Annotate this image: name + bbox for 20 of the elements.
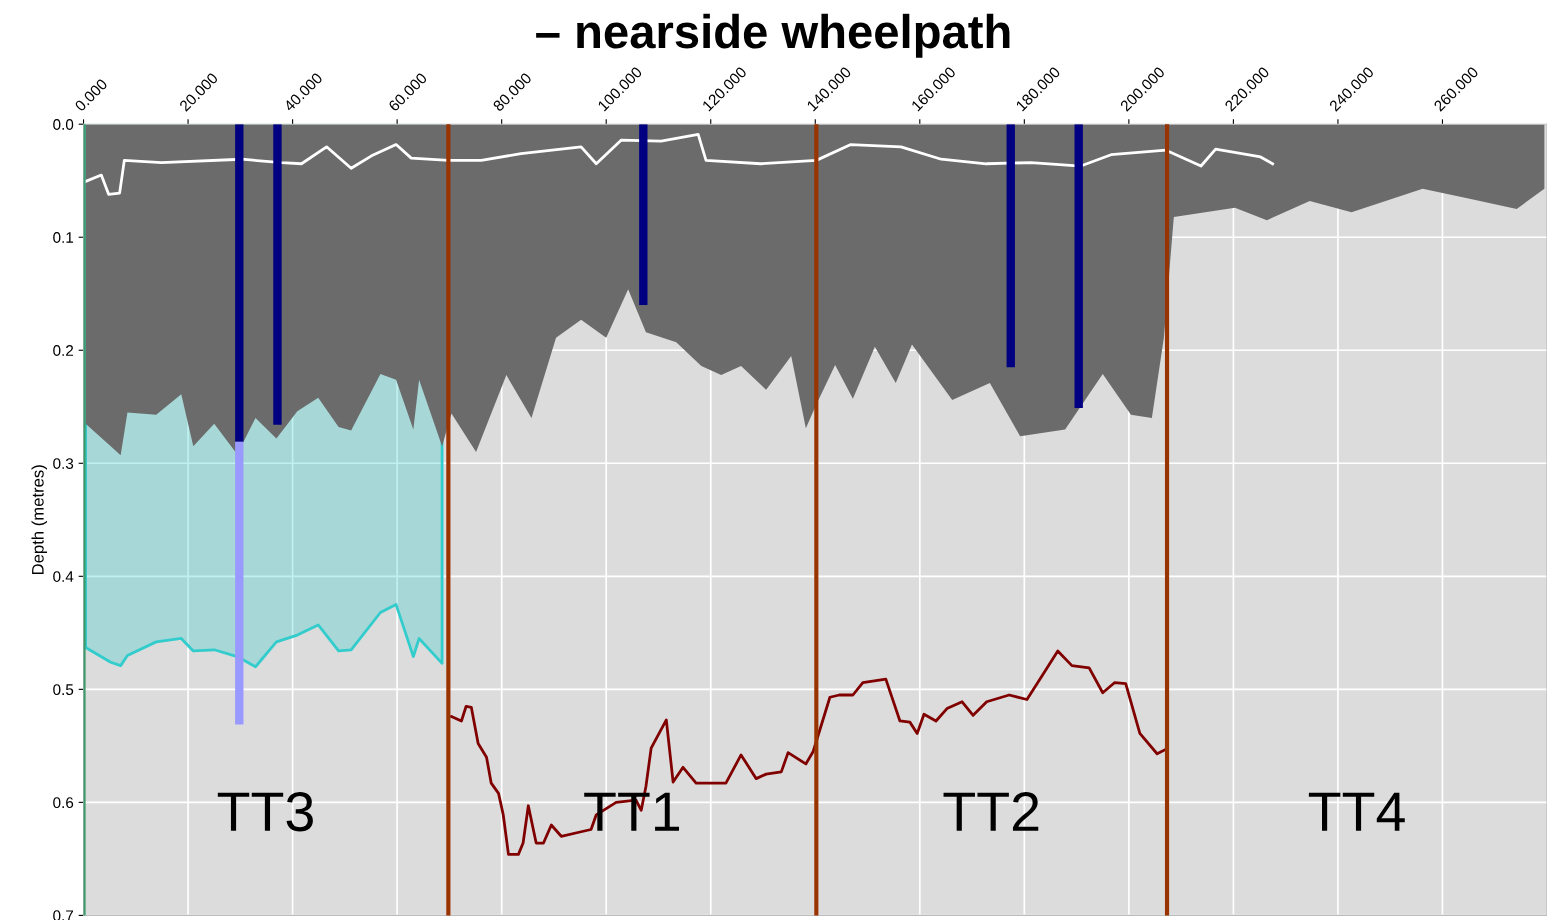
- annotation: TT3: [217, 792, 313, 832]
- bar: [639, 124, 648, 306]
- bar: [235, 124, 244, 442]
- y-axis-title: Depth (metres): [31, 465, 48, 574]
- y-tick-label: 0.1: [53, 232, 74, 243]
- bar: [273, 124, 282, 425]
- line-series: [450, 649, 1168, 856]
- y-tick-label: 0.6: [53, 797, 74, 809]
- y-tick-label: 0.4: [53, 571, 74, 582]
- y-tick-label: 0.0: [53, 119, 74, 130]
- bar: [1006, 124, 1015, 368]
- y-tick-label: 0.3: [53, 458, 74, 469]
- bar: [1074, 124, 1083, 408]
- chart-title: – nearside wheelpath: [536, 13, 1010, 58]
- bar: [235, 441, 244, 725]
- annotation: TT2: [943, 792, 1039, 831]
- line-series: [83, 132, 1274, 196]
- annotation: TT4: [1308, 792, 1405, 831]
- y-tick-label: 0.2: [53, 345, 74, 356]
- y-tick-label: 0.5: [53, 684, 74, 696]
